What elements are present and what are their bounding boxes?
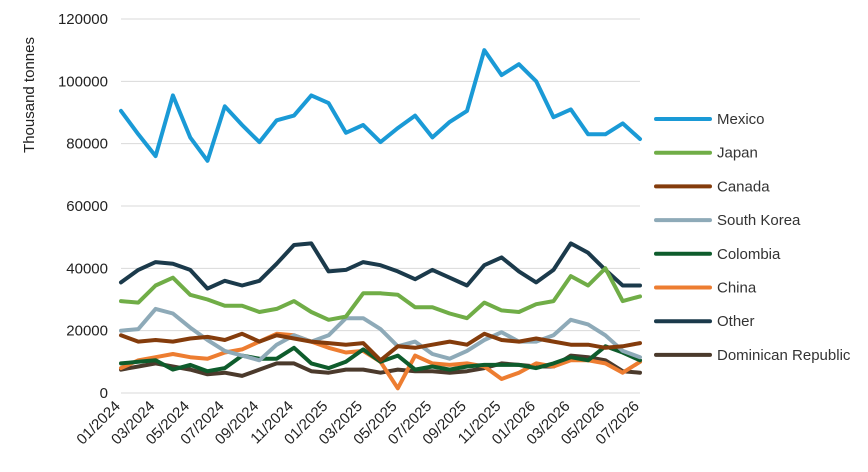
series-line-japan [119, 266, 642, 322]
legend-label-dominican-republic: Dominican Republic [717, 347, 851, 364]
legend-label-canada: Canada [717, 178, 770, 195]
y-tick-label: 100000 [58, 73, 108, 90]
y-tick-label: 120000 [58, 11, 108, 28]
y-axis-title: Thousand tonnes [21, 37, 38, 153]
series-line-canada [119, 331, 642, 363]
legend-label-mexico: Mexico [717, 111, 765, 128]
y-tick-label: 80000 [66, 136, 108, 153]
series-lines [119, 48, 642, 391]
y-tick-label: 20000 [66, 323, 108, 340]
legend-label-other: Other [717, 313, 755, 330]
series-line-other [119, 241, 642, 291]
y-tick-label: 40000 [66, 260, 108, 277]
y-axis: 0 20000 40000 60000 80000 100000 120000 [58, 11, 108, 402]
legend-label-japan: Japan [717, 145, 758, 162]
legend: Mexico Japan Canada South Korea Colombia Chin… [654, 111, 851, 364]
legend-label-south-korea: South Korea [717, 212, 801, 229]
y-tick-label: 0 [100, 385, 108, 402]
legend-label-china: China [717, 280, 757, 297]
series-line-south-korea [119, 306, 642, 363]
legend-label-colombia: Colombia [717, 246, 781, 263]
x-axis: 01/202403/202405/202407/202409/202411/20… [73, 398, 642, 448]
series-line-mexico [119, 48, 642, 163]
y-tick-label: 60000 [66, 198, 108, 215]
